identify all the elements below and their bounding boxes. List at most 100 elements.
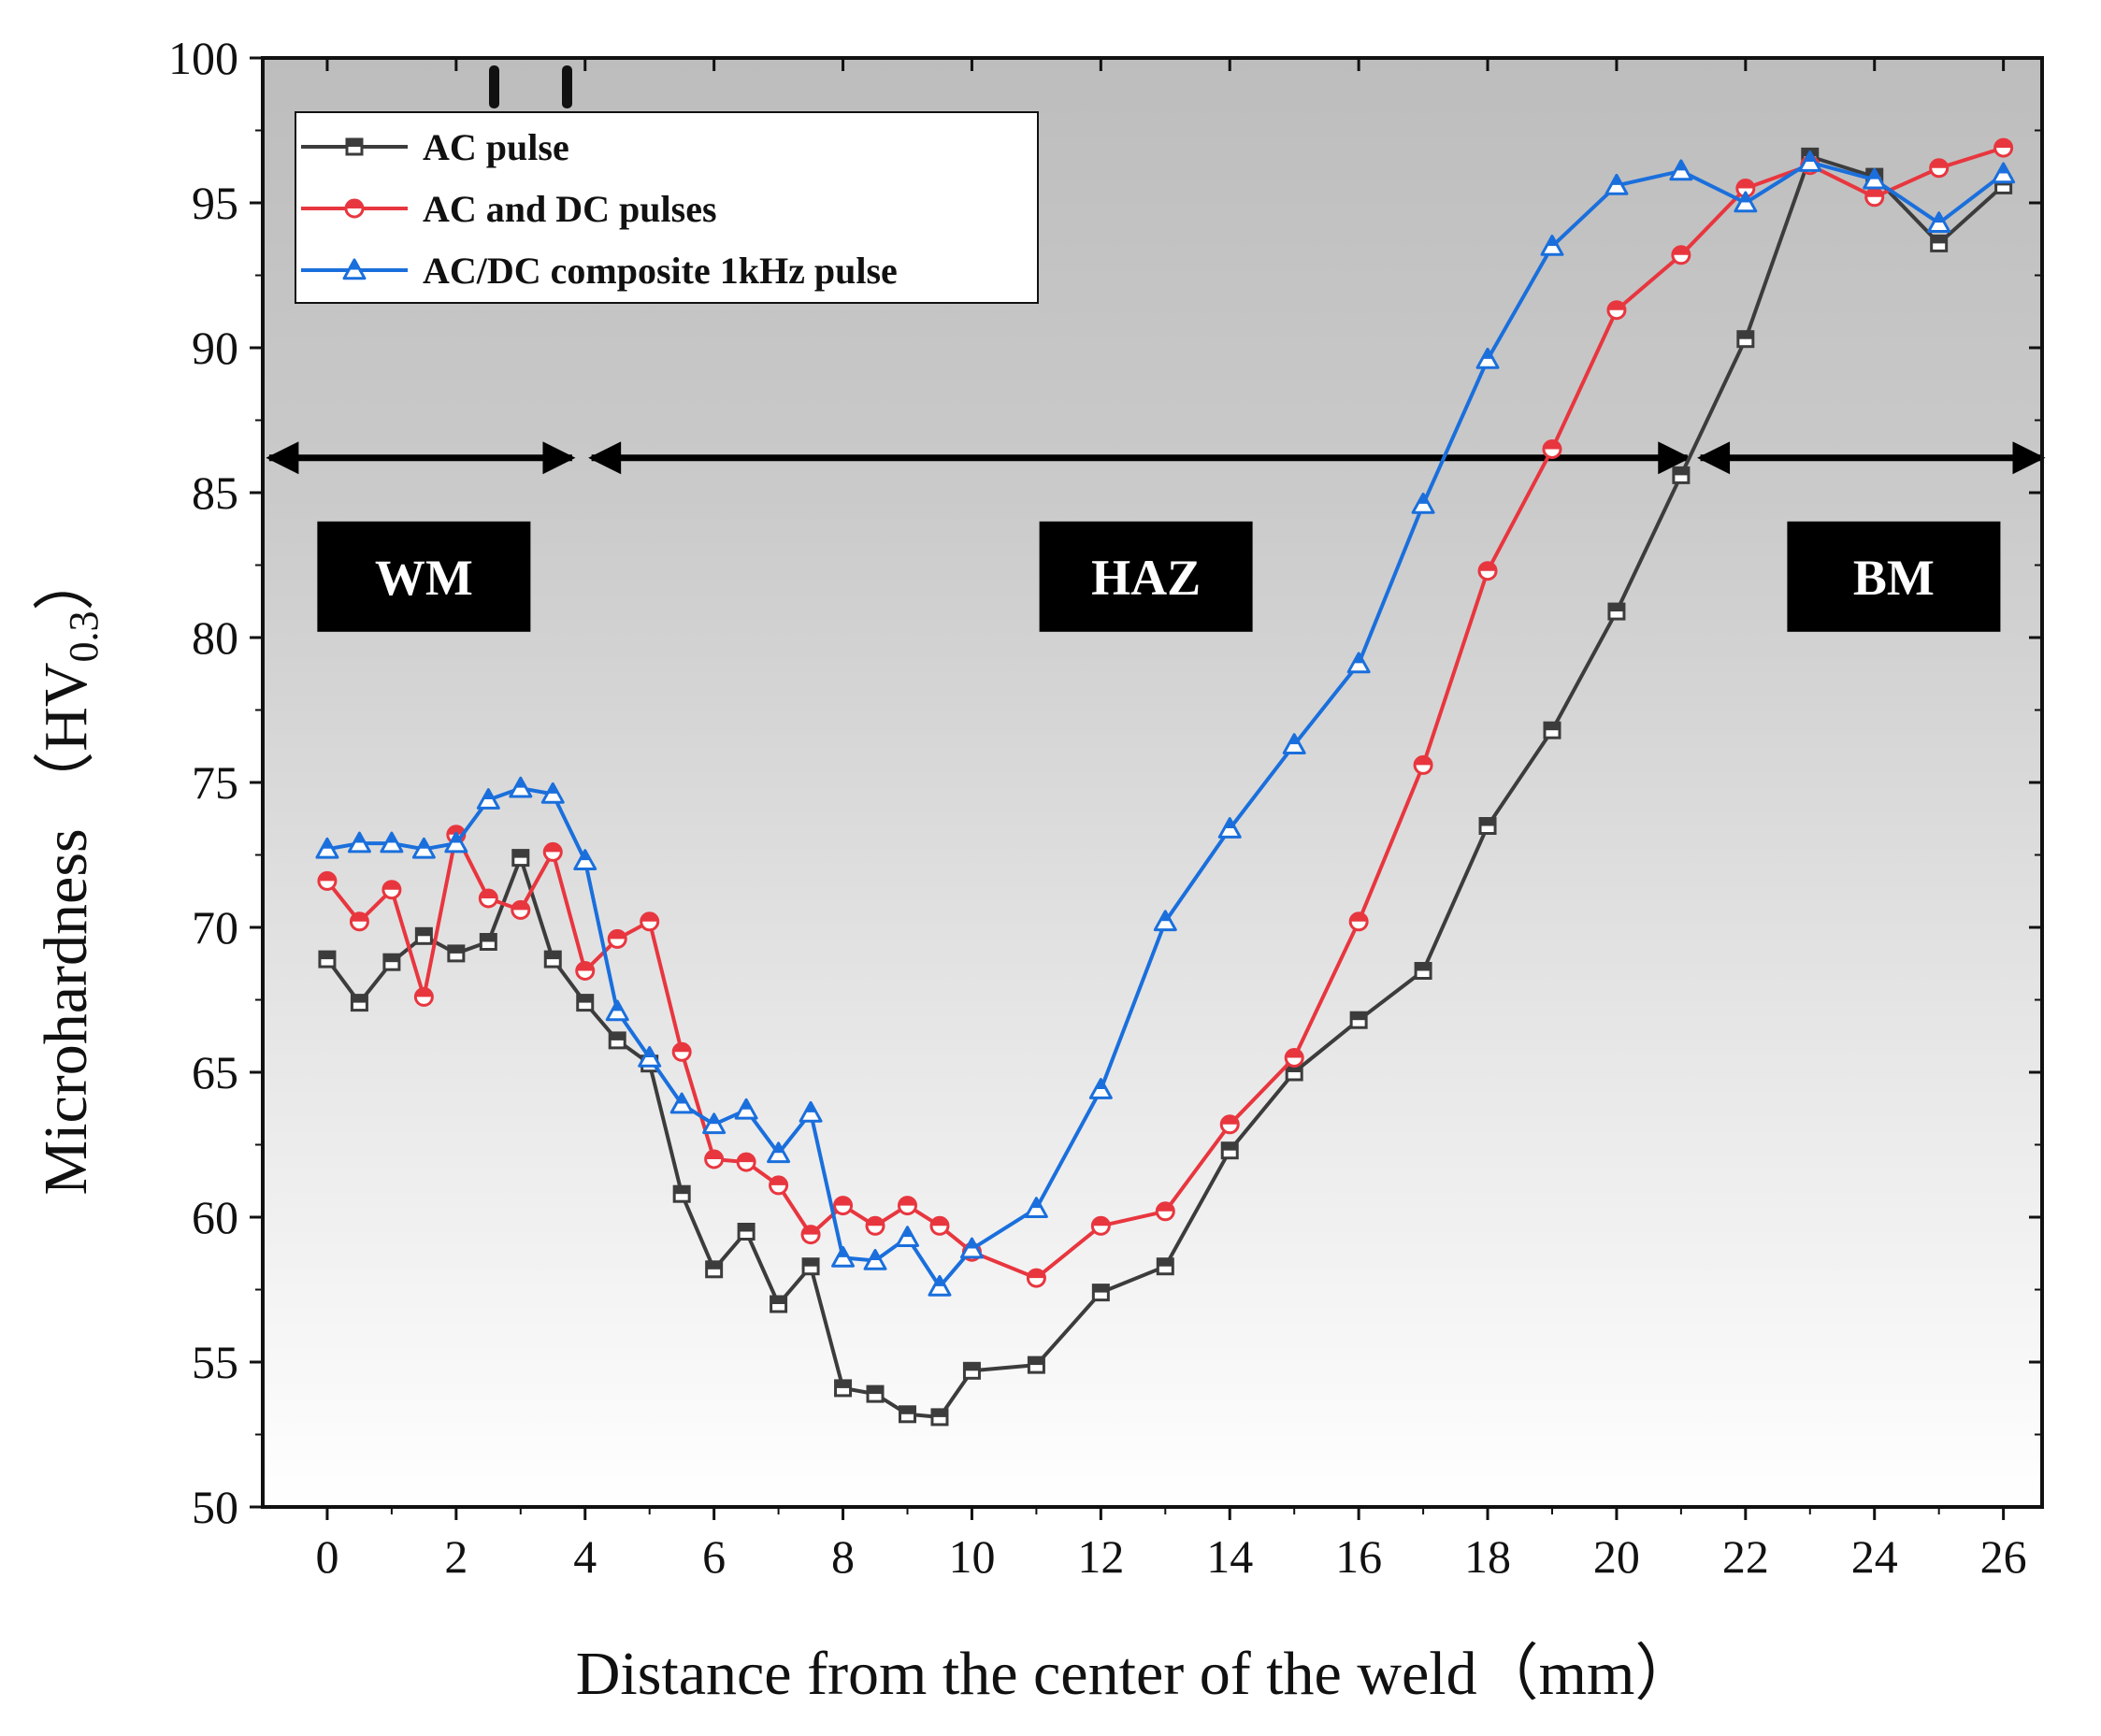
y-axis-title-main: Microhardness （HV [32, 662, 100, 1195]
data-point [380, 831, 404, 854]
data-point [1863, 167, 1887, 190]
data-point [1088, 1078, 1113, 1099]
data-point [1156, 1257, 1174, 1276]
data-point [1669, 159, 1693, 181]
data-point [1285, 1063, 1303, 1082]
data-point [1542, 439, 1562, 459]
data-point [1671, 245, 1691, 265]
data-point [1927, 211, 1951, 233]
data-point [1153, 910, 1177, 932]
y-tick-label: 75 [192, 756, 238, 809]
data-point [1027, 1356, 1045, 1374]
x-tick-label: 22 [1722, 1530, 1769, 1583]
region-label-box-wm [317, 521, 531, 632]
data-point [928, 1274, 952, 1297]
data-point [575, 961, 596, 981]
data-point [511, 849, 530, 868]
data-point [1284, 1048, 1304, 1068]
data-point [736, 1152, 756, 1172]
legend-label: AC pulse [423, 126, 569, 168]
data-point [511, 899, 531, 920]
data-point [1024, 1197, 1048, 1218]
x-tick-label: 10 [948, 1530, 995, 1583]
data-point [315, 837, 339, 859]
data-point [382, 953, 401, 971]
data-point [1605, 173, 1629, 195]
data-point [831, 1245, 856, 1268]
data-point [897, 1196, 917, 1216]
data-point [1475, 347, 1500, 369]
data-point [962, 1361, 981, 1380]
data-point [509, 776, 533, 798]
data-point [1155, 1201, 1175, 1222]
data-point [834, 1379, 853, 1398]
y-axis-title-close: ） [32, 549, 100, 610]
data-point [929, 1215, 950, 1236]
legend-marker [344, 198, 365, 219]
y-tick-label: 60 [192, 1191, 238, 1243]
data-point [1736, 330, 1755, 349]
legend-label: AC/DC composite 1kHz pulse [423, 250, 898, 292]
data-point [930, 1408, 949, 1427]
data-point [895, 1226, 919, 1247]
data-point [381, 880, 402, 900]
x-axis-title: Distance from the center of the weld（mm） [576, 1640, 1697, 1708]
data-point [640, 911, 660, 932]
data-point [1090, 1215, 1111, 1236]
data-point [349, 911, 369, 932]
data-point [414, 926, 433, 945]
data-point [767, 1141, 791, 1164]
data-point [1413, 754, 1433, 775]
region-label-box-haz [1039, 521, 1253, 632]
data-point [1026, 1268, 1046, 1288]
legend-box [295, 111, 1039, 304]
data-point [476, 788, 500, 810]
y-tick-label: 65 [192, 1046, 238, 1098]
data-point [573, 849, 597, 870]
data-point [1414, 962, 1432, 980]
series-2 [317, 137, 2014, 1288]
legend-marker [342, 258, 367, 280]
data-point [799, 1100, 823, 1123]
x-tick-label: 20 [1593, 1530, 1640, 1583]
data-point [800, 1225, 821, 1245]
data-point [479, 933, 497, 951]
data-point [671, 1041, 692, 1062]
data-point [1993, 137, 2014, 158]
data-point [576, 994, 595, 1012]
data-point [1478, 817, 1497, 835]
x-tick-label: 12 [1077, 1530, 1124, 1583]
data-point [801, 1257, 820, 1276]
data-point [605, 999, 629, 1022]
legend-label: AC and DC pulses [423, 188, 717, 230]
top-edge-mark [562, 65, 572, 108]
data-point [1798, 151, 1822, 172]
data-point [411, 837, 436, 859]
x-tick-label: 18 [1464, 1530, 1511, 1583]
data-point [607, 928, 627, 949]
data-point [865, 1215, 885, 1236]
y-axis-title-subscript: 0.3 [61, 610, 107, 662]
data-point [1091, 1284, 1110, 1302]
data-point [638, 1046, 662, 1068]
region-annotations: WM HAZ BM [266, 441, 2046, 632]
y-tick-label: 50 [192, 1481, 238, 1533]
data-point [542, 841, 563, 862]
data-point [672, 1184, 691, 1203]
data-point [543, 950, 562, 968]
data-point [540, 782, 565, 804]
data-point [1864, 187, 1885, 208]
region-label-haz: HAZ [1091, 550, 1201, 606]
data-point [1929, 158, 1950, 179]
x-tick-label: 2 [444, 1530, 468, 1583]
data-point [1606, 300, 1627, 321]
data-point [737, 1223, 755, 1241]
data-point [1411, 492, 1435, 514]
y-tick-label: 80 [192, 611, 238, 664]
data-point [704, 1149, 725, 1169]
data-point [1992, 162, 2016, 184]
legend-entry-ac-dc-composite: AC/DC composite 1kHz pulse [301, 250, 898, 292]
data-point [863, 1249, 887, 1270]
data-point [1607, 602, 1626, 621]
